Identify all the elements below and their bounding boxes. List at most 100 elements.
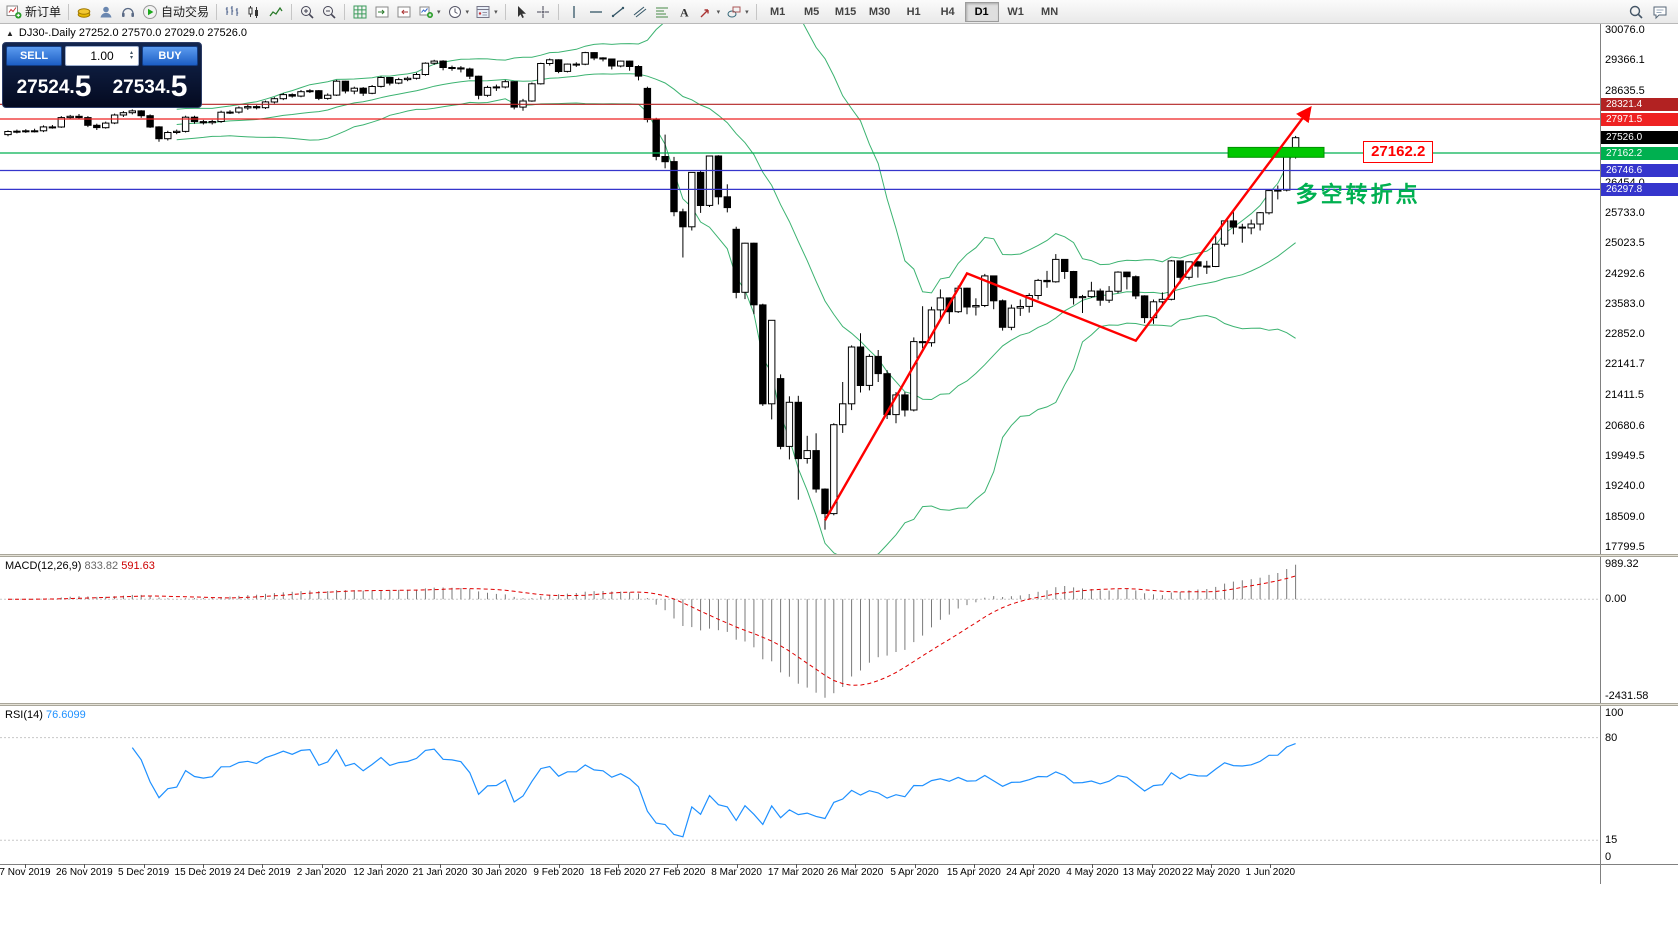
volume-input[interactable]: 1.00 ▴ ▾ [65, 46, 139, 66]
bars-icon [224, 4, 240, 20]
tile1-icon [374, 4, 390, 20]
candle-chart-button[interactable] [243, 2, 265, 22]
symbol-ohlc-text: DJ30-.Daily 27252.0 27570.0 27029.0 2752… [18, 27, 248, 39]
zoom-out-button[interactable] [318, 2, 340, 22]
macd-indicator-canvas[interactable] [0, 557, 1600, 703]
horizontal-line-button[interactable] [585, 2, 607, 22]
timeframe-w1-button[interactable]: W1 [1007, 5, 1024, 18]
neworder-icon [6, 4, 22, 20]
price-level-tag: 26297.8 [1601, 182, 1678, 196]
date-axis-tick [84, 864, 86, 868]
template-icon [475, 4, 491, 20]
auto-trading-button-label: 自动交易 [161, 5, 210, 19]
date-axis-label: 27 Feb 2020 [649, 867, 706, 878]
date-axis-tick [202, 864, 204, 868]
svg-text:A: A [680, 5, 689, 19]
clock-icon [447, 4, 463, 20]
zoom-in-button[interactable] [296, 2, 318, 22]
macd-indicator-label: MACD(12,26,9) 833.82 591.63 [5, 560, 155, 572]
auto-scroll-button[interactable] [371, 2, 393, 22]
price-axis-tick: 30076.0 [1605, 24, 1645, 37]
timeframe-h4-button[interactable]: H4 [940, 5, 955, 18]
timeframe-m5-button[interactable]: M5 [803, 5, 820, 18]
price-axis-tick: 17799.5 [1605, 540, 1645, 553]
price-axis-tick: 28635.5 [1605, 85, 1645, 98]
timeframe-m1-button[interactable]: M1 [769, 5, 786, 18]
shapes-button[interactable]: ▾ [723, 2, 752, 22]
channel-icon [632, 4, 648, 20]
new-chart-button[interactable]: ▾ [415, 2, 444, 22]
date-axis-label: 7 Nov 2019 [0, 867, 51, 878]
turning-point-label[interactable]: 多空转折点 [1295, 182, 1421, 208]
templates-button[interactable]: ▾ [472, 2, 501, 22]
timeframe-m30-button[interactable]: M30 [868, 5, 891, 18]
candles-icon [246, 4, 262, 20]
date-axis-tick [795, 864, 797, 868]
price-axis-tick: 22852.0 [1605, 328, 1645, 341]
buy-price-big: 5 [170, 70, 188, 103]
indicators-button[interactable] [349, 2, 371, 22]
date-axis-label: 24 Apr 2020 [1006, 867, 1061, 878]
cursor-button[interactable] [510, 2, 532, 22]
crosshair-button[interactable] [532, 2, 554, 22]
new-order-button[interactable]: 新订单 [3, 2, 64, 22]
sell-price-main: 27524. [16, 77, 75, 98]
date-axis-tick [677, 864, 679, 868]
macd-signal-value: 591.63 [121, 560, 155, 572]
fibonacci-button[interactable] [651, 2, 673, 22]
arrows-button[interactable]: ▾ [695, 2, 724, 22]
vertical-line-button[interactable] [563, 2, 585, 22]
crosshair-icon [535, 4, 551, 20]
gold-icon [76, 4, 92, 20]
date-axis-line [0, 864, 1678, 865]
text-button[interactable]: A [673, 2, 695, 22]
date-axis-tick [914, 864, 916, 868]
volume-stepper-icon[interactable]: ▴ ▾ [129, 50, 133, 61]
macd-name: MACD(12,26,9) [5, 560, 82, 572]
buy-price: 27534. 5 [102, 66, 198, 104]
price-level-tag: 26746.6 [1601, 164, 1678, 178]
panel-splitter[interactable] [0, 554, 1678, 557]
date-axis-tick [1092, 864, 1094, 868]
rsi-value: 76.6099 [45, 709, 86, 721]
price-axis-tick: 25733.0 [1605, 207, 1645, 220]
search-button[interactable] [1625, 2, 1647, 22]
date-axis-label: 12 Jan 2020 [353, 867, 409, 878]
price-level-tag: 27971.5 [1601, 112, 1678, 126]
dropdown-caret-icon: ▾ [437, 8, 441, 16]
accounts-button[interactable] [95, 2, 117, 22]
zoomout-icon [321, 4, 337, 20]
timeframe-d1-button[interactable]: D1 [964, 1, 999, 22]
zoomin-icon [299, 4, 315, 20]
date-axis-label: 1 Jun 2020 [1245, 867, 1296, 878]
date-axis-label: 4 May 2020 [1066, 867, 1119, 878]
periods-button[interactable]: ▾ [444, 2, 473, 22]
channel-button[interactable] [629, 2, 651, 22]
buy-price-main: 27534. [112, 77, 171, 98]
chart-shift-button[interactable] [393, 2, 415, 22]
timeframe-m15-button[interactable]: M15 [834, 5, 857, 18]
chat-button[interactable] [1649, 2, 1671, 22]
line-chart-button[interactable] [265, 2, 287, 22]
trendline-button[interactable] [607, 2, 629, 22]
macd-value: 833.82 [84, 560, 119, 572]
sell-button[interactable]: SELL [6, 46, 62, 66]
rsi-indicator-canvas[interactable] [0, 706, 1600, 864]
price-chart-canvas[interactable] [0, 24, 1600, 554]
market-watch-button[interactable] [73, 2, 95, 22]
collapse-triangle-icon[interactable]: ▲ [6, 29, 14, 38]
support-button[interactable] [117, 2, 139, 22]
price-annotation-box[interactable]: 27162.2 [1363, 141, 1434, 164]
bar-chart-button[interactable] [221, 2, 243, 22]
timeframe-h1-button[interactable]: H1 [906, 5, 921, 18]
date-axis-label: 15 Apr 2020 [946, 867, 1001, 878]
auto-trading-button[interactable]: 自动交易 [139, 2, 212, 22]
date-axis-tick [262, 864, 264, 868]
macd-axis-label: 989.32 [1605, 558, 1639, 570]
timeframe-mn-button[interactable]: MN [1041, 5, 1059, 18]
panel-splitter[interactable] [0, 703, 1678, 706]
date-axis-tick [499, 864, 501, 868]
price-axis-line [1600, 24, 1601, 884]
date-axis-label: 30 Jan 2020 [471, 867, 527, 878]
buy-button[interactable]: BUY [142, 46, 198, 66]
